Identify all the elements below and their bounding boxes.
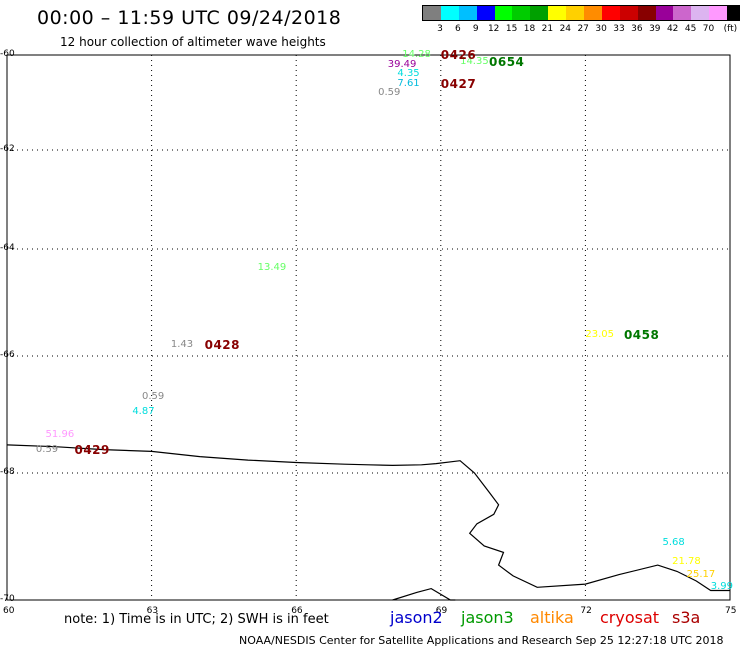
scale-label: 36 xyxy=(631,24,643,34)
wave-height-value: 3.99 xyxy=(710,581,733,593)
note-text: note: 1) Time is in UTC; 2) SWH is in fe… xyxy=(64,612,329,627)
x-tick-label: 69 xyxy=(435,606,448,616)
pass-time-label: 0426 xyxy=(440,48,477,62)
pass-time-label: 0654 xyxy=(489,55,525,70)
scale-label: 21 xyxy=(541,24,554,34)
scale-swatch xyxy=(423,6,441,20)
scale-swatch xyxy=(709,6,728,20)
y-tick-label: -64 xyxy=(0,243,15,253)
map-frame xyxy=(6,54,731,601)
wave-height-value: 0.59 xyxy=(141,390,165,402)
scale-label: 3 xyxy=(437,24,443,34)
wave-height-value: 39.49 xyxy=(387,58,417,70)
mission-legend-item: cryosat xyxy=(600,608,660,627)
wave-height-value: 0.59 xyxy=(378,87,401,98)
pass-time-label: 0458 xyxy=(623,327,660,342)
page-subtitle: 12 hour collection of altimeter wave hei… xyxy=(60,35,326,49)
y-tick-label: -62 xyxy=(0,144,15,154)
scale-label: 6 xyxy=(455,24,461,34)
scale-swatch xyxy=(655,6,674,20)
y-tick-label: -70 xyxy=(0,594,15,604)
scale-swatch xyxy=(673,6,692,20)
scale-swatch xyxy=(691,6,710,20)
wave-height-value: 21.78 xyxy=(672,555,701,567)
y-tick-label: -60 xyxy=(0,49,15,59)
wave-height-value: 0.59 xyxy=(35,443,59,455)
wave-height-value: 51.96 xyxy=(45,428,75,440)
scale-label: (ft) xyxy=(723,24,738,34)
scale-label: 24 xyxy=(559,24,572,34)
scale-label: 9 xyxy=(472,24,479,34)
scale-swatch xyxy=(440,6,459,20)
wave-height-value: 4.35 xyxy=(397,68,420,79)
scale-label: 15 xyxy=(505,24,518,34)
x-tick-label: 72 xyxy=(580,606,592,616)
scale-label: 18 xyxy=(523,24,536,34)
scale-swatch xyxy=(530,6,549,20)
scale-swatch xyxy=(566,6,585,20)
wave-height-value: 5.68 xyxy=(662,536,685,548)
color-scale-labels: 3 6 9 12 15 18 21 24 27 30 33 36 39 42 45 70 (ft) xyxy=(422,21,740,35)
wave-height-value: 1.43 xyxy=(170,339,194,351)
y-tick-label: -66 xyxy=(0,350,15,360)
wave-height-value: 4.87 xyxy=(132,405,155,417)
scale-swatch xyxy=(494,6,513,20)
scale-swatch xyxy=(637,6,656,20)
mission-legend-item: jason3 xyxy=(461,608,514,627)
scale-swatch xyxy=(476,6,495,20)
wave-height-value: 7.61 xyxy=(397,77,420,89)
wave-height-value: 14.35 xyxy=(460,56,489,68)
scale-label: 45 xyxy=(684,24,697,34)
scale-label: 27 xyxy=(577,24,589,34)
footer-credit: NOAA/NESDIS Center for Satellite Applica… xyxy=(239,634,724,647)
scale-label: 70 xyxy=(702,24,715,34)
scale-label: 30 xyxy=(595,24,607,34)
pass-time-label: 0428 xyxy=(204,338,241,353)
x-tick-label: 63 xyxy=(146,606,159,616)
mission-legend-item: s3a xyxy=(672,608,701,627)
x-tick-label: 66 xyxy=(291,606,303,616)
mission-legend-item: jason2 xyxy=(390,608,443,627)
coastline-lower xyxy=(392,587,456,601)
scale-swatch xyxy=(601,6,620,20)
wave-height-value: 25.17 xyxy=(686,568,716,580)
page-title: 00:00 – 11:59 UTC 09/24/2018 xyxy=(37,7,342,29)
pass-time-label: 0429 xyxy=(74,442,110,457)
mission-legend-item: altika xyxy=(530,608,574,627)
scale-swatch xyxy=(512,6,531,20)
scale-label: 33 xyxy=(613,24,625,34)
wave-height-value: 13.49 xyxy=(257,261,287,273)
color-scale-legend: 3 6 9 12 15 18 21 24 27 30 33 36 39 42 45 70 (ft) xyxy=(422,5,740,35)
pass-time-label: 0427 xyxy=(440,76,477,91)
coastline xyxy=(6,444,730,592)
wave-height-value: 14.28 xyxy=(402,49,431,60)
scale-swatch xyxy=(548,6,567,20)
x-tick-label: 75 xyxy=(725,606,737,616)
color-scale-bar xyxy=(422,5,740,21)
y-tick-label: -68 xyxy=(0,467,15,477)
x-tick-label: 60 xyxy=(3,606,15,616)
scale-label: 12 xyxy=(487,24,500,34)
scale-swatch xyxy=(619,6,638,20)
scale-swatch xyxy=(727,6,740,20)
scale-label: 42 xyxy=(666,24,679,34)
scale-swatch xyxy=(584,6,602,20)
scale-swatch xyxy=(458,6,477,20)
scale-label: 39 xyxy=(649,24,661,34)
wave-height-value: 23.05 xyxy=(585,328,615,340)
